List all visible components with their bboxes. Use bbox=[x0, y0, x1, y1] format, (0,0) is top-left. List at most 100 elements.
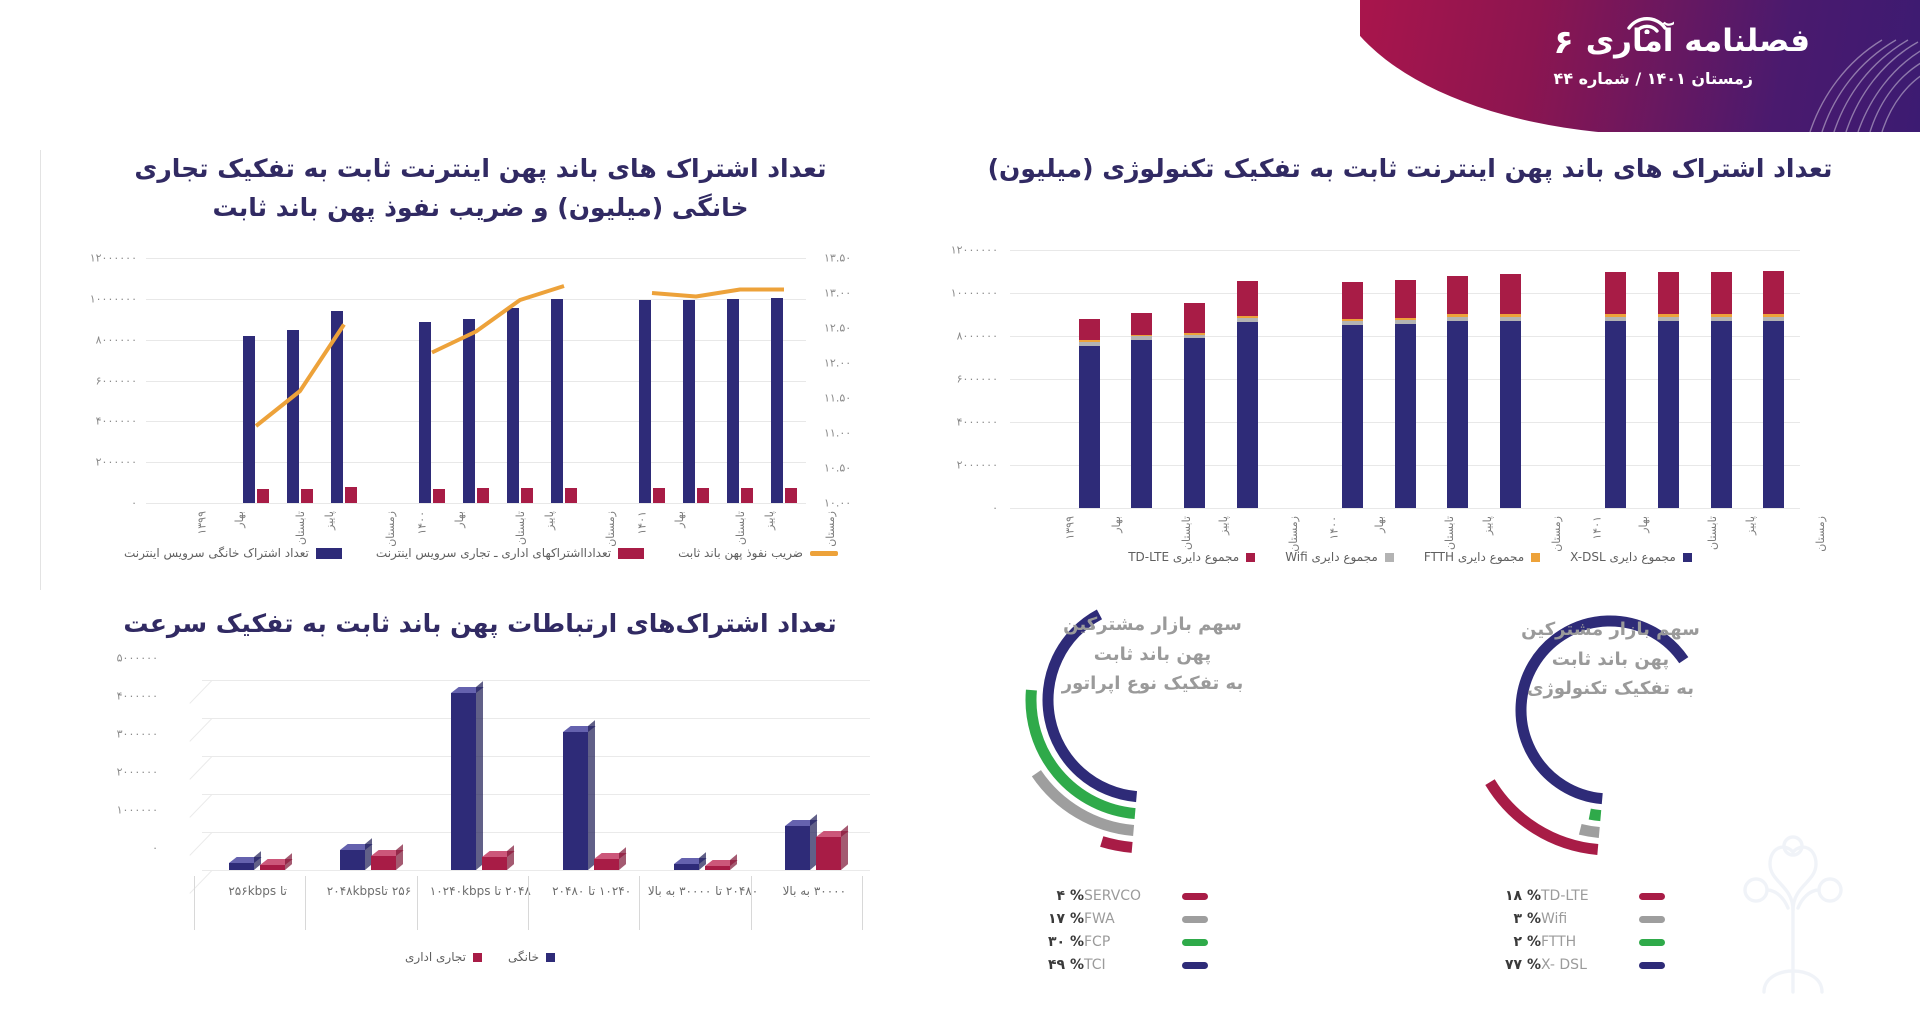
chart3-ytick-label: ۱۰۰۰۰۰۰ bbox=[116, 803, 158, 817]
chart2-ytick-label: ۰ bbox=[992, 501, 998, 515]
chart2-seg-tdlte bbox=[1131, 313, 1153, 335]
donut-legend-label: TD-LTE bbox=[1541, 888, 1589, 904]
chart2-legend-item-wifi[interactable]: مجموع دایری Wifi bbox=[1285, 550, 1394, 564]
chart2-seg-ftth bbox=[1499, 313, 1521, 317]
watermark-logo-icon bbox=[1743, 835, 1843, 994]
donut-legend-row[interactable]: SERVCO ۴ % bbox=[1048, 888, 1208, 904]
chart1-gridline bbox=[146, 421, 806, 423]
chart1-bar-business bbox=[785, 487, 797, 503]
chart2-seg-tdlte bbox=[1763, 270, 1785, 314]
chart3-gridline bbox=[202, 832, 870, 833]
chart2-seg-tdlte bbox=[1657, 271, 1679, 314]
chart2-seg-tdlte bbox=[1710, 271, 1732, 314]
chart1-bar-business bbox=[741, 487, 753, 503]
donut-legend-row[interactable]: FWA ۱۷ % bbox=[1048, 911, 1208, 927]
chart2-legend-label-3: مجموع دایری TD-LTE bbox=[1128, 550, 1240, 564]
chart2-seg-ftth bbox=[1710, 313, 1732, 318]
chart2-legend: مجموع دایری X-DSL مجموع دایری FTTH مجموع… bbox=[930, 550, 1890, 564]
chart2-seg-ftth bbox=[1131, 334, 1153, 337]
donut-arc-fwa bbox=[1031, 770, 1135, 836]
donut-legend-row[interactable]: TD-LTE ۱۸ % bbox=[1505, 888, 1665, 904]
chart3-bar-business bbox=[705, 854, 738, 870]
donut-legend-swatch bbox=[1639, 892, 1665, 900]
chart2-seg-wifi bbox=[1183, 334, 1205, 339]
chart2-legend-item-xdsl[interactable]: مجموع دایری X-DSL bbox=[1570, 550, 1692, 564]
chart3-category-separator bbox=[528, 876, 529, 930]
chart2-seg-ftth bbox=[1394, 317, 1416, 321]
chart3-legend-item-business[interactable]: تجاری اداری bbox=[405, 950, 482, 964]
chart3-gridline bbox=[202, 870, 870, 871]
donut-legend-value: ۴۹ % bbox=[1048, 957, 1084, 973]
chart1-bar-residential bbox=[727, 298, 739, 503]
chart3-gridline bbox=[202, 794, 870, 795]
chart2-seg-xdsl bbox=[1236, 322, 1258, 508]
chart2-seg-wifi bbox=[1710, 317, 1732, 321]
chart2-seg-wifi bbox=[1657, 317, 1679, 321]
chart1-gridline bbox=[146, 380, 806, 382]
donut-op-line-1: پهن باند ثابت bbox=[1093, 643, 1212, 665]
chart3-plot-area bbox=[180, 680, 870, 894]
chart3-ytick-label: ۳۰۰۰۰۰۰ bbox=[116, 727, 158, 741]
chart3-category-separator bbox=[305, 876, 307, 930]
chart2-seg-wifi bbox=[1341, 321, 1363, 326]
chart2-legend-item-tdlte[interactable]: مجموع دایری TD-LTE bbox=[1128, 550, 1256, 564]
chart3-gridline bbox=[202, 756, 870, 757]
donut-legend-row[interactable]: FCP ۳۰ % bbox=[1048, 934, 1208, 950]
chart1-xtick-label: زمستان bbox=[823, 511, 837, 547]
chart2-gridline bbox=[1010, 250, 1800, 251]
header-subtitle: زمستان ۱۴۰۱ / شماره ۴۴ bbox=[1553, 69, 1753, 88]
chart1-legend-item-penetration[interactable]: ضریب نفوذ پهن باند ثابت bbox=[678, 546, 838, 560]
chart1-title: تعداد اشتراک های باند پهن اینترنت ثابت ب… bbox=[134, 154, 827, 222]
chart2-seg-wifi bbox=[1394, 320, 1416, 325]
chart3-legend-label-1: تجاری اداری bbox=[405, 950, 466, 964]
chart2-seg-wifi bbox=[1447, 317, 1469, 321]
chart3-bar-residential bbox=[674, 852, 707, 870]
legend-swatch-navy bbox=[1682, 552, 1692, 562]
chart2-seg-wifi bbox=[1499, 316, 1521, 321]
legend-swatch-maroon bbox=[472, 952, 482, 962]
chart3-category-separator bbox=[416, 876, 418, 930]
chart2-ytick-label: ۶۰۰۰۰۰۰ bbox=[956, 372, 998, 386]
chart2-xtick-label: بهار bbox=[1373, 516, 1387, 533]
donut-legend-row[interactable]: Wifi ۳ % bbox=[1505, 911, 1665, 927]
chart1-bar-business bbox=[257, 488, 269, 503]
chart1-gridline bbox=[146, 298, 806, 300]
chart1-xtick-label: ۱۴۰۱ bbox=[635, 511, 649, 535]
header-title: فصلنامه آماری bbox=[1585, 23, 1810, 60]
chart2-seg-xdsl bbox=[1499, 320, 1521, 508]
header-text-block: فصلنامه آماری ۶ زمستان ۱۴۰۱ / شماره ۴۴ bbox=[1553, 17, 1810, 88]
chart1-legend-label-1: تعدادااشتراکهای اداری ـ تجاری سرویس اینت… bbox=[375, 546, 612, 560]
donut-legend-label: FTTH bbox=[1541, 934, 1577, 950]
donut-legend-value: ۱۸ % bbox=[1505, 888, 1541, 904]
chart2-xtick-label: ۱۴۰۰ bbox=[1327, 516, 1341, 540]
chart2-seg-xdsl bbox=[1183, 338, 1205, 508]
chart1-xtick-label: زمستان bbox=[383, 511, 397, 547]
legend-swatch-gray bbox=[1384, 552, 1394, 562]
chart1-legend-item-residential[interactable]: تعداد اشتراک خانگی سرویس اینترنت bbox=[124, 546, 342, 560]
chart3-legend-item-residential[interactable]: خانگی bbox=[508, 950, 555, 964]
chart1-legend-item-business[interactable]: تعدادااشتراکهای اداری ـ تجاری سرویس اینت… bbox=[375, 546, 645, 560]
chart2-seg-tdlte bbox=[1078, 318, 1100, 341]
chart1-gridline bbox=[146, 258, 806, 259]
chart1-bar-business bbox=[653, 487, 665, 503]
donut-legend-row[interactable]: FTTH ۲ % bbox=[1505, 934, 1665, 950]
chart2-seg-xdsl bbox=[1131, 339, 1153, 508]
chart3-bar-residential bbox=[562, 720, 596, 870]
legend-swatch-navy bbox=[315, 547, 342, 559]
chart1-bar-residential bbox=[771, 298, 783, 503]
chart1-bar-residential bbox=[331, 311, 343, 503]
chart2-legend-item-ftth[interactable]: مجموع دایری FTTH bbox=[1424, 550, 1541, 564]
donut-legend-label: TCI bbox=[1084, 957, 1106, 973]
donut-tech-line-2: به تفکیک تکنولوژی bbox=[1527, 678, 1694, 700]
donut-legend-value: ۳۰ % bbox=[1048, 934, 1084, 950]
chart3-category-label: ۲۰۴۸ تا ۱۰۲۴۰kbps bbox=[429, 884, 531, 898]
donut-legend-row[interactable]: TCI ۴۹ % bbox=[1048, 957, 1208, 973]
donut-technology-svg bbox=[1485, 615, 1689, 855]
chart1-y2tick-label: ۱۲.۰۰ bbox=[824, 356, 852, 370]
chart1-bar-business bbox=[521, 488, 533, 503]
chart1-xtick-label: تابستان bbox=[514, 511, 528, 546]
donut-legend-row[interactable]: X- DSL ۷۷ % bbox=[1505, 957, 1665, 973]
donut-arc-fcp bbox=[1025, 689, 1136, 820]
donut-arc-ftth bbox=[1588, 808, 1602, 822]
